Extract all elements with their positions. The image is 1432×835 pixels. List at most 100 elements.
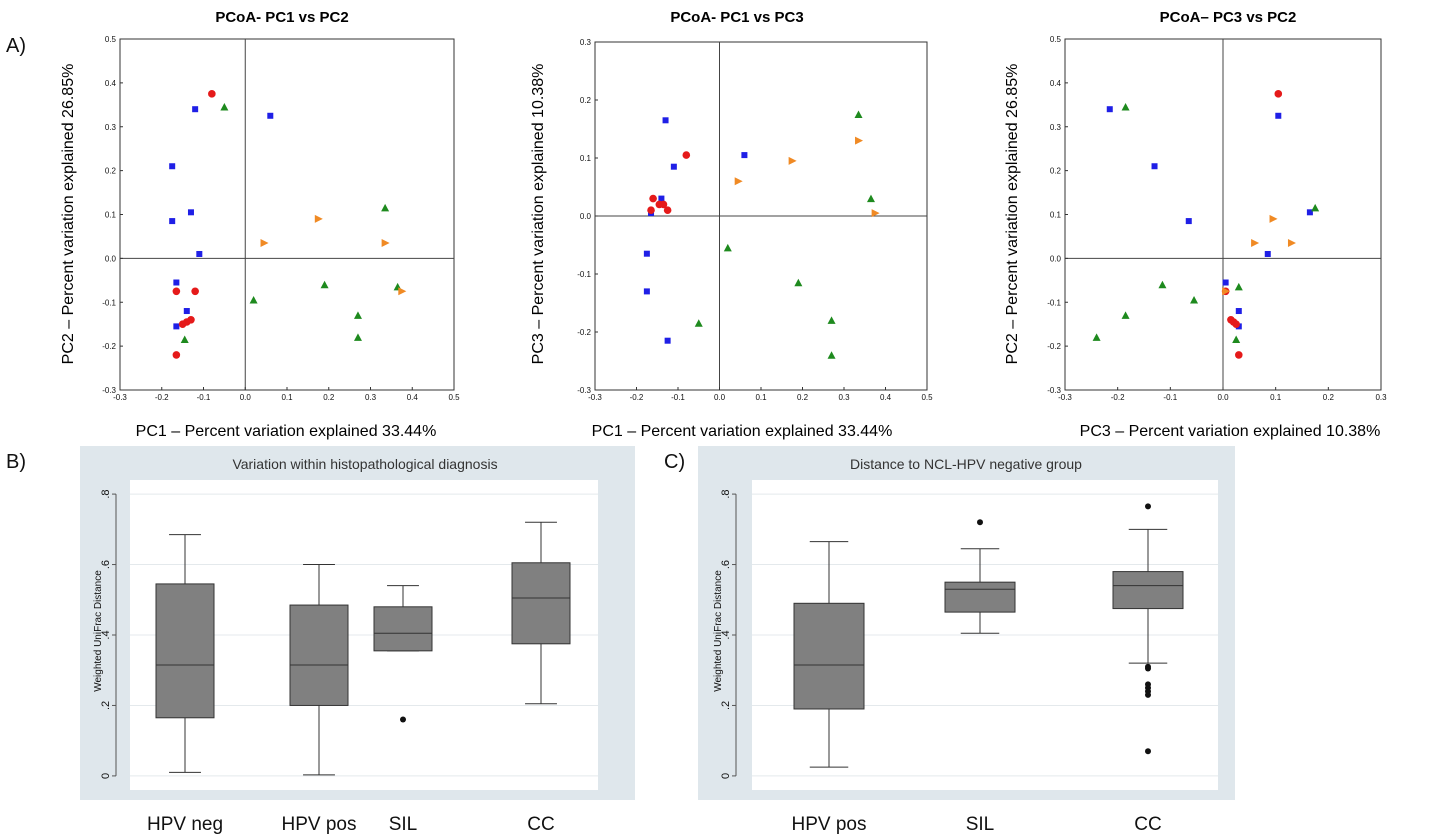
y-tick-label: .8 bbox=[720, 489, 732, 498]
y-tick-label: 0.3 bbox=[1050, 123, 1062, 132]
box-iqr bbox=[373, 606, 433, 652]
x-tick-label: 0.2 bbox=[797, 393, 809, 402]
data-point-triangle bbox=[353, 333, 362, 341]
y-tick-label: -0.1 bbox=[577, 270, 591, 279]
zero-axes bbox=[1065, 39, 1381, 390]
y-tick-label: 0.3 bbox=[580, 38, 592, 47]
data-point-circle bbox=[663, 206, 672, 214]
x-tick-label: 0.4 bbox=[407, 393, 419, 402]
data-point-square bbox=[1306, 209, 1313, 216]
y-tick-label: 0.4 bbox=[1050, 79, 1062, 88]
data-point-circle bbox=[172, 287, 181, 296]
y-tick-label: 0.1 bbox=[1050, 211, 1062, 220]
data-point-triangle bbox=[827, 351, 836, 359]
y-tick-label: 0.5 bbox=[105, 35, 117, 44]
data-point-square bbox=[1264, 250, 1271, 257]
data-point-triangle bbox=[381, 203, 390, 212]
box-iqr bbox=[1112, 571, 1184, 610]
data-point-triangle bbox=[827, 316, 836, 324]
x-tick-label: 0.1 bbox=[1270, 393, 1282, 402]
x-tick-label: 0.4 bbox=[880, 393, 892, 402]
data-point-square bbox=[643, 250, 650, 257]
category-label: SIL bbox=[966, 814, 995, 835]
data-point-circle bbox=[659, 200, 668, 209]
x-axis-label: PC1 – Percent variation explained 33.44% bbox=[136, 423, 437, 440]
data-point-tri-right bbox=[1287, 239, 1296, 248]
data-point-circle bbox=[1235, 351, 1243, 359]
y-axis-ticks: 0 .2 .4 .6 .8 bbox=[720, 489, 737, 779]
data-point-triangle bbox=[723, 243, 732, 252]
data-point-circle bbox=[647, 206, 655, 214]
axis-ticks: -0.3 -0.2 -0.1 0.0 0.1 0.2 0.3 0.4 0.5 -0.3 -0.2 -0… bbox=[102, 35, 460, 402]
data-point-square bbox=[658, 195, 665, 202]
data-point-triangle bbox=[694, 319, 703, 327]
data-point-tri-right bbox=[1269, 214, 1278, 223]
outlier-point bbox=[1145, 748, 1151, 755]
x-tick-label: 0.0 bbox=[714, 393, 726, 402]
data-points bbox=[169, 90, 407, 359]
data-point-square bbox=[1106, 106, 1113, 113]
data-point-circle bbox=[1232, 320, 1240, 328]
y-tick-label: 0.2 bbox=[105, 167, 117, 176]
data-point-circle bbox=[1274, 90, 1283, 98]
box-iqr bbox=[511, 562, 571, 645]
panel-label-b: B) bbox=[6, 451, 26, 473]
data-point-triangle bbox=[1234, 282, 1243, 291]
boxes bbox=[155, 521, 571, 776]
x-tick-label: 0.3 bbox=[365, 393, 377, 402]
data-point-square bbox=[267, 112, 274, 119]
boxplot-distance-to-ncl: Distance to NCL-HPV negative group Weigh… bbox=[698, 446, 1235, 835]
outlier-point bbox=[1145, 665, 1151, 672]
y-axis-label: PC2 – Percent variation explained 26.85% bbox=[1004, 64, 1021, 365]
y-tick-label: 0.3 bbox=[105, 123, 117, 132]
x-tick-label: 0.1 bbox=[755, 393, 767, 402]
y-tick-label: -0.1 bbox=[102, 298, 116, 307]
data-point-square bbox=[169, 218, 176, 225]
panel-label-a: A) bbox=[6, 35, 26, 57]
y-tick-label: -0.3 bbox=[102, 386, 116, 395]
box-iqr bbox=[944, 581, 1016, 613]
data-point-triangle bbox=[1232, 335, 1241, 344]
data-point-square bbox=[183, 308, 190, 315]
y-tick-label: -0.2 bbox=[102, 342, 116, 351]
data-point-triangle bbox=[794, 278, 803, 287]
data-point-triangle bbox=[1121, 103, 1130, 111]
data-point-triangle bbox=[353, 311, 362, 319]
chart-title: PCoA– PC3 vs PC2 bbox=[1160, 9, 1297, 26]
y-tick-label: 0.0 bbox=[105, 254, 117, 263]
category-label: HPV pos bbox=[792, 814, 867, 835]
data-point-triangle bbox=[866, 194, 875, 203]
data-point-tri-right bbox=[1222, 287, 1231, 296]
box-iqr bbox=[793, 602, 865, 710]
data-point-square bbox=[196, 250, 203, 257]
y-tick-label: 0.2 bbox=[1050, 167, 1062, 176]
y-tick-label: 0.0 bbox=[580, 212, 592, 221]
data-point-square bbox=[670, 163, 677, 170]
data-point-triangle bbox=[220, 103, 229, 111]
data-point-square bbox=[643, 288, 650, 295]
y-tick-label: 0.5 bbox=[1050, 35, 1062, 44]
data-point-circle bbox=[208, 90, 216, 98]
y-tick-label: 0 bbox=[720, 773, 732, 779]
x-tick-label: -0.1 bbox=[197, 393, 211, 402]
data-point-tri-right bbox=[381, 239, 390, 248]
y-tick-label: 0 bbox=[100, 773, 112, 779]
y-axis-label: PC2 – Percent variation explained 26.85% bbox=[60, 64, 77, 365]
data-point-square bbox=[187, 209, 194, 216]
data-point-triangle bbox=[320, 280, 329, 289]
y-tick-label: -0.1 bbox=[1047, 298, 1061, 307]
data-point-triangle bbox=[854, 110, 863, 118]
category-label: SIL bbox=[389, 814, 418, 835]
y-axis-label: PC3 – Percent variation explained 10.38% bbox=[530, 64, 547, 365]
data-point-square bbox=[192, 106, 199, 113]
x-tick-label: -0.2 bbox=[1111, 393, 1125, 402]
y-tick-label: .2 bbox=[100, 701, 112, 710]
category-label: CC bbox=[1134, 814, 1161, 835]
data-point-triangle bbox=[1158, 280, 1167, 289]
chart-title: PCoA- PC1 vs PC2 bbox=[215, 9, 348, 26]
chart-title: Variation within histopathological diagn… bbox=[232, 456, 497, 472]
y-tick-label: 0.1 bbox=[105, 211, 117, 220]
outlier-point bbox=[1145, 503, 1151, 510]
x-tick-label: 0.5 bbox=[448, 393, 460, 402]
zero-axes bbox=[120, 39, 454, 390]
